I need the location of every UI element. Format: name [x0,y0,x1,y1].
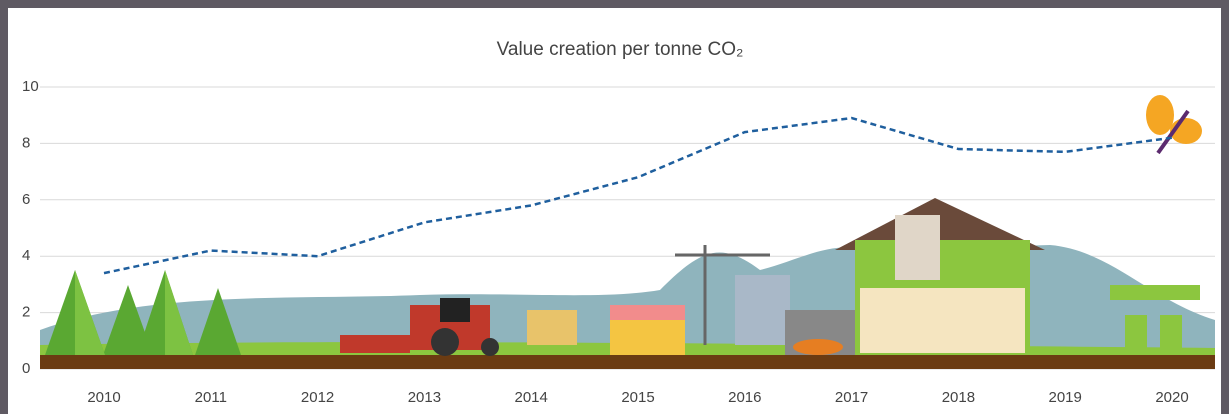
x-tick-label: 2012 [301,389,334,406]
x-tick-label: 2020 [1155,389,1188,406]
y-tick-label: 8 [22,134,30,151]
chart-title: Value creation per tonne CO₂ [497,39,744,60]
y-tick-label: 10 [22,78,39,95]
illustration [40,95,1215,369]
y-tick-label: 6 [22,191,30,208]
x-tick-label: 2016 [728,389,761,406]
x-tick-label: 2010 [87,389,120,406]
data-line [103,116,1173,275]
x-tick-label: 2015 [621,389,654,406]
x-tick-label: 2018 [942,389,975,406]
x-tick-label: 2019 [1049,389,1082,406]
x-tick-label: 2014 [515,389,548,406]
y-tick-label: 4 [22,247,30,264]
x-tick-label: 2017 [835,389,868,406]
x-tick-label: 2011 [195,389,227,406]
x-tick-label: 2013 [408,389,441,406]
y-tick-label: 2 [22,304,30,321]
y-tick-label: 0 [22,360,30,377]
